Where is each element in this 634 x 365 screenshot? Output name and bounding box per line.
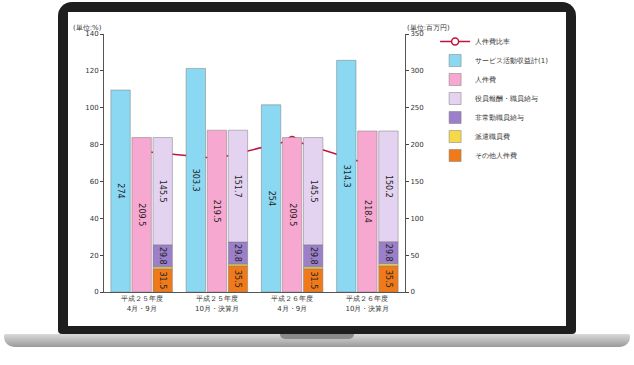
svg-text:平成２６年度10月・決算月: 平成２６年度10月・決算月 xyxy=(345,295,389,312)
svg-text:303.3: 303.3 xyxy=(191,169,200,192)
svg-text:314.3: 314.3 xyxy=(342,165,351,188)
svg-text:145.5: 145.5 xyxy=(309,180,318,203)
svg-text:120: 120 xyxy=(85,67,98,75)
svg-text:150.2: 150.2 xyxy=(384,175,393,198)
svg-text:(単位:百万円): (単位:百万円) xyxy=(407,24,450,32)
svg-text:29.8: 29.8 xyxy=(384,244,393,262)
svg-text:29.8: 29.8 xyxy=(233,244,242,262)
svg-text:29.8: 29.8 xyxy=(158,247,167,265)
svg-text:145.5: 145.5 xyxy=(158,180,167,203)
svg-text:50: 50 xyxy=(410,252,419,260)
svg-text:219.5: 219.5 xyxy=(212,200,221,223)
svg-text:274: 274 xyxy=(116,183,125,198)
svg-text:人件費: 人件費 xyxy=(475,76,496,84)
svg-text:派遣職員費: 派遣職員費 xyxy=(475,133,510,141)
svg-text:平成２６年度4月・9月: 平成２６年度4月・9月 xyxy=(271,295,313,312)
svg-text:平成２５年度10月・決算月: 平成２５年度10月・決算月 xyxy=(195,295,239,312)
svg-text:69.5: 69.5 xyxy=(358,168,376,177)
svg-text:(単位:%): (単位:%) xyxy=(73,24,102,32)
svg-text:平成２５年度4月・9月: 平成２５年度4月・9月 xyxy=(121,295,163,312)
svg-text:その他人件費: その他人件費 xyxy=(475,152,517,160)
svg-text:80: 80 xyxy=(90,141,99,149)
svg-text:350: 350 xyxy=(410,30,423,38)
svg-text:72.4: 72.4 xyxy=(208,163,226,172)
svg-text:76.4: 76.4 xyxy=(133,156,151,165)
svg-text:250: 250 xyxy=(410,104,423,112)
svg-text:31.5: 31.5 xyxy=(309,271,318,289)
svg-text:60: 60 xyxy=(90,178,99,186)
svg-text:35.5: 35.5 xyxy=(233,270,242,288)
svg-text:209.5: 209.5 xyxy=(288,203,297,226)
svg-text:役員報酬・職員給与: 役員報酬・職員給与 xyxy=(475,95,538,103)
svg-text:非常勤職員給与: 非常勤職員給与 xyxy=(475,114,524,122)
svg-text:29.8: 29.8 xyxy=(309,247,318,265)
svg-text:人件費比率: 人件費比率 xyxy=(475,38,510,46)
svg-text:100: 100 xyxy=(85,104,98,112)
svg-text:40: 40 xyxy=(90,215,99,223)
svg-text:254: 254 xyxy=(267,191,276,206)
svg-text:151.7: 151.7 xyxy=(233,175,242,198)
svg-text:31.5: 31.5 xyxy=(158,271,167,289)
svg-text:サービス活動収益計(1): サービス活動収益計(1) xyxy=(475,57,548,65)
svg-text:300: 300 xyxy=(410,67,423,75)
svg-text:218.4: 218.4 xyxy=(363,200,372,223)
svg-text:209.5: 209.5 xyxy=(137,203,146,226)
svg-text:140: 140 xyxy=(85,30,98,38)
svg-text:0: 0 xyxy=(94,288,98,296)
svg-text:200: 200 xyxy=(410,141,423,149)
svg-text:82.5: 82.5 xyxy=(283,144,301,153)
svg-text:150: 150 xyxy=(410,178,423,186)
svg-text:0: 0 xyxy=(410,288,414,296)
svg-text:20: 20 xyxy=(90,252,99,260)
svg-text:100: 100 xyxy=(410,215,423,223)
svg-text:35.5: 35.5 xyxy=(384,270,393,288)
